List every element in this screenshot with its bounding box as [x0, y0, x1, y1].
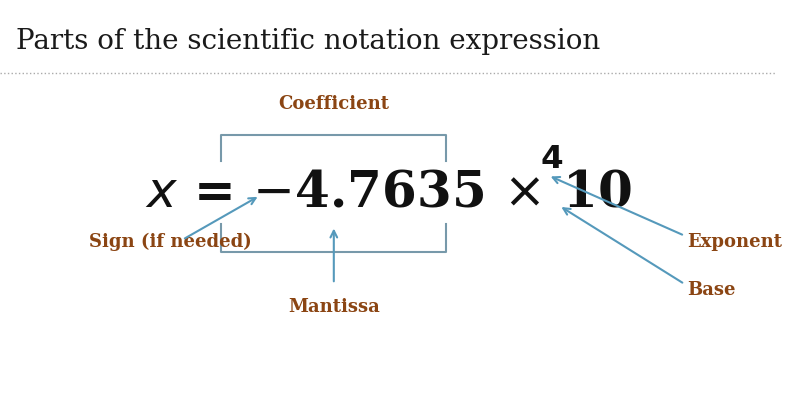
Text: $\mathbf{4}$: $\mathbf{4}$ — [539, 144, 562, 175]
Text: Exponent: Exponent — [687, 233, 782, 251]
Text: $\mathit{x}$ = $-$4.7635 $\times$ 10: $\mathit{x}$ = $-$4.7635 $\times$ 10 — [145, 169, 631, 218]
Text: Coefficient: Coefficient — [278, 95, 390, 113]
Text: Mantissa: Mantissa — [288, 298, 380, 316]
Text: Sign (if needed): Sign (if needed) — [90, 233, 252, 251]
Text: Base: Base — [687, 281, 735, 299]
Text: Parts of the scientific notation expression: Parts of the scientific notation express… — [15, 28, 600, 55]
